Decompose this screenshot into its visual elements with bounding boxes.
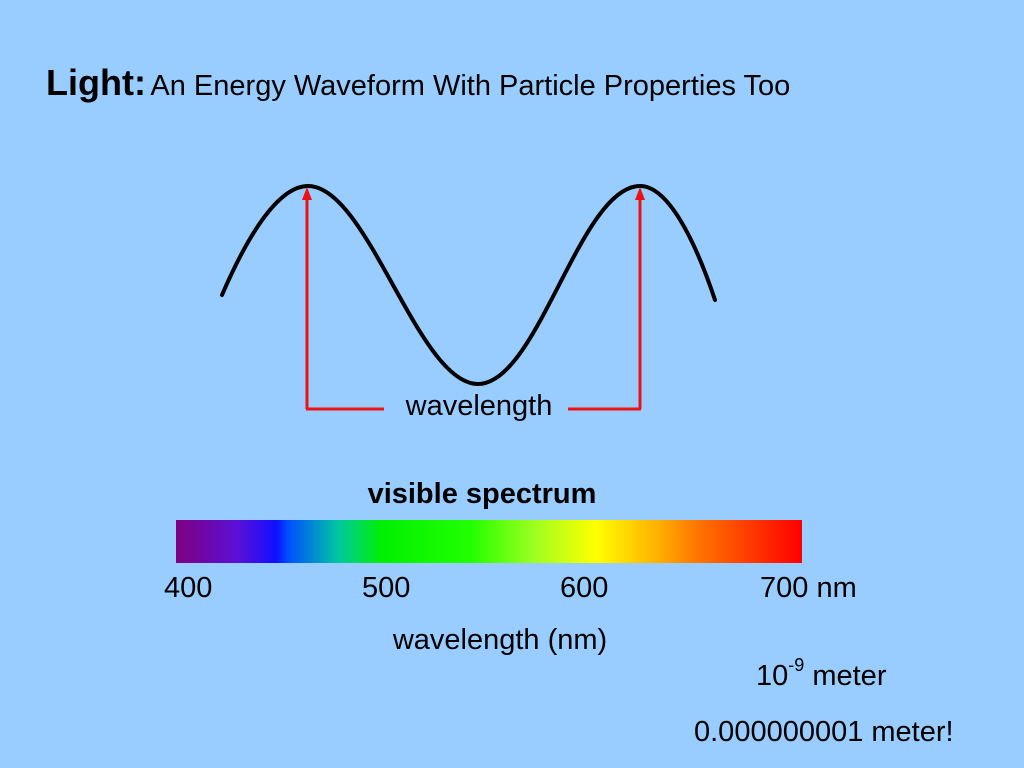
tick-label-500: 500	[362, 572, 411, 604]
scientific-notation: 10-9 meter	[756, 656, 887, 693]
right-arrow-head	[635, 187, 645, 200]
wavelength-label: wavelength	[405, 390, 553, 422]
tick-label-600: 600	[560, 572, 609, 604]
sci-exponent: -9	[788, 655, 805, 675]
slide-title: Light: An Energy Waveform With Particle …	[46, 62, 790, 104]
axis-label: wavelength (nm)	[392, 624, 608, 656]
left-arrow-head	[302, 187, 312, 200]
spectrum-title: visible spectrum	[367, 478, 597, 510]
sine-wave	[220, 183, 717, 387]
decimal-notation: 0.000000001 meter!	[694, 716, 954, 748]
tick-label-400: 400	[164, 572, 213, 604]
title-bold: Light:	[46, 62, 146, 103]
sci-unit: meter	[812, 660, 887, 692]
tick-label-700: 700 nm	[760, 572, 857, 604]
sci-base: 10	[756, 660, 789, 692]
title-rest: An Energy Waveform With Particle Propert…	[150, 70, 791, 102]
wavelength-marker	[305, 196, 642, 411]
visible-spectrum-bar	[176, 520, 802, 563]
